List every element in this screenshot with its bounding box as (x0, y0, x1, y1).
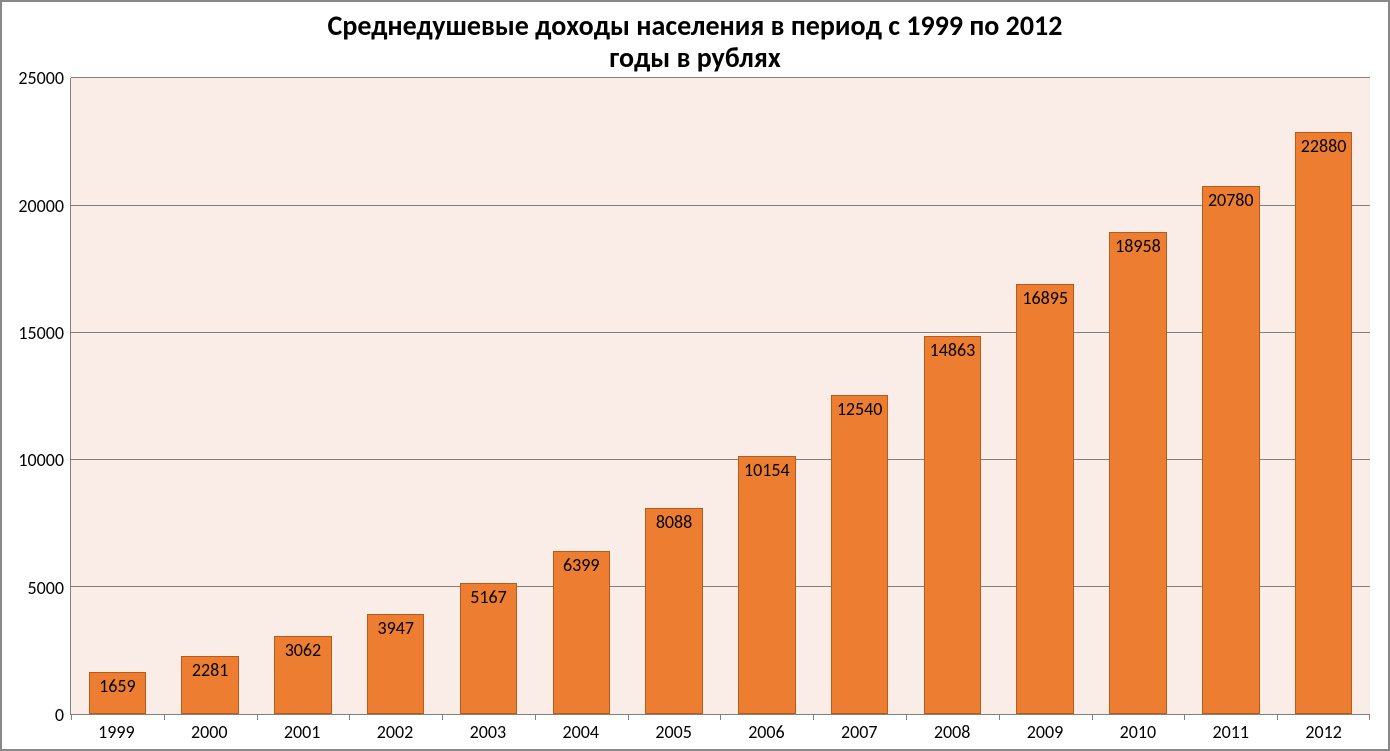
x-tick-label: 2000 (163, 715, 256, 749)
bar-slot: 20780 (1184, 78, 1277, 714)
x-tick-mark (628, 714, 629, 720)
x-tick-mark (164, 714, 165, 720)
bar-value-label: 3947 (368, 617, 424, 639)
x-tick-label: 2003 (441, 715, 534, 749)
x-tick-mark (349, 714, 350, 720)
bar-value-label: 5167 (461, 586, 517, 608)
bar: 1659 (89, 672, 147, 714)
x-tick-mark (1092, 714, 1093, 720)
x-tick-mark (1277, 714, 1278, 720)
bar-slot: 14863 (906, 78, 999, 714)
bar-slot: 10154 (720, 78, 813, 714)
plot-column: 1659 2281 3062 3947 5167 6399 8088 10154 12540 14… (70, 78, 1370, 749)
bar-slot: 22880 (1277, 78, 1370, 714)
bar-value-label: 8088 (646, 511, 702, 533)
y-tick-label: 0 (55, 704, 64, 726)
x-tick-label: 2012 (1277, 715, 1370, 749)
bar-value-label: 6399 (554, 554, 610, 576)
y-tick-label: 15000 (18, 322, 64, 344)
x-tick-mark (813, 714, 814, 720)
x-tick-label: 2010 (1091, 715, 1184, 749)
plot-area: 1659 2281 3062 3947 5167 6399 8088 10154 12540 14… (70, 78, 1370, 715)
bar: 6399 (553, 551, 611, 714)
bar: 18958 (1109, 232, 1167, 714)
x-tick-label: 2006 (720, 715, 813, 749)
bar-slot: 16895 (999, 78, 1092, 714)
bar: 20780 (1202, 186, 1260, 714)
chart-frame: Среднедушевые доходы населения в период … (0, 0, 1390, 751)
bar-slot: 3062 (257, 78, 350, 714)
bar-slot: 3947 (349, 78, 442, 714)
chart-title-line1: Среднедушевые доходы населения в период … (328, 8, 1063, 43)
x-tick-mark (71, 714, 72, 720)
y-tick-label: 25000 (18, 67, 64, 89)
x-tick-label: 2005 (627, 715, 720, 749)
bar-value-label: 14863 (925, 339, 981, 361)
bars-container: 1659 2281 3062 3947 5167 6399 8088 10154 12540 14… (71, 78, 1370, 714)
x-tick-label: 1999 (70, 715, 163, 749)
bar-slot: 1659 (71, 78, 164, 714)
bar-slot: 12540 (813, 78, 906, 714)
bar-slot: 18958 (1092, 78, 1185, 714)
bar: 22880 (1295, 132, 1353, 714)
y-tick-label: 10000 (18, 449, 64, 471)
y-tick-label: 20000 (18, 195, 64, 217)
x-tick-mark (442, 714, 443, 720)
bar-value-label: 10154 (739, 459, 795, 481)
chart-title: Среднедушевые доходы населения в период … (2, 2, 1388, 78)
chart-body: 0500010000150002000025000 16592281306239… (2, 78, 1388, 749)
x-tick-mark (257, 714, 258, 720)
bar-slot: 5167 (442, 78, 535, 714)
x-tick-mark (1369, 714, 1370, 720)
x-tick-label: 2009 (999, 715, 1092, 749)
x-axis: 1999200020012002200320042005200620072008… (70, 715, 1370, 749)
bar-slot: 8088 (628, 78, 721, 714)
bar-value-label: 20780 (1203, 189, 1259, 211)
bar-slot: 6399 (535, 78, 628, 714)
bar: 12540 (831, 395, 889, 714)
bar-slot: 2281 (164, 78, 257, 714)
bar-value-label: 2281 (182, 659, 238, 681)
bar-value-label: 22880 (1296, 135, 1352, 157)
bar: 10154 (738, 456, 796, 714)
x-tick-label: 2011 (1184, 715, 1277, 749)
bar: 5167 (460, 583, 518, 714)
bar-value-label: 18958 (1110, 235, 1166, 257)
x-tick-mark (1184, 714, 1185, 720)
x-tick-mark (906, 714, 907, 720)
bar: 14863 (924, 336, 982, 714)
bar: 16895 (1016, 284, 1074, 714)
bar-value-label: 16895 (1017, 287, 1073, 309)
chart-title-line2: годы в рублях (609, 40, 780, 75)
y-tick-label: 5000 (28, 577, 65, 599)
x-tick-mark (720, 714, 721, 720)
bar: 3947 (367, 614, 425, 714)
x-tick-label: 2007 (813, 715, 906, 749)
x-tick-label: 2004 (534, 715, 627, 749)
y-axis: 0500010000150002000025000 (10, 78, 70, 715)
x-tick-mark (535, 714, 536, 720)
bar-value-label: 1659 (90, 675, 146, 697)
x-tick-mark (999, 714, 1000, 720)
bar: 3062 (274, 636, 332, 714)
bar: 8088 (645, 508, 703, 714)
x-tick-label: 2008 (906, 715, 999, 749)
bar: 2281 (181, 656, 239, 714)
x-tick-label: 2001 (256, 715, 349, 749)
bar-value-label: 3062 (275, 639, 331, 661)
x-tick-label: 2002 (349, 715, 442, 749)
bar-value-label: 12540 (832, 398, 888, 420)
